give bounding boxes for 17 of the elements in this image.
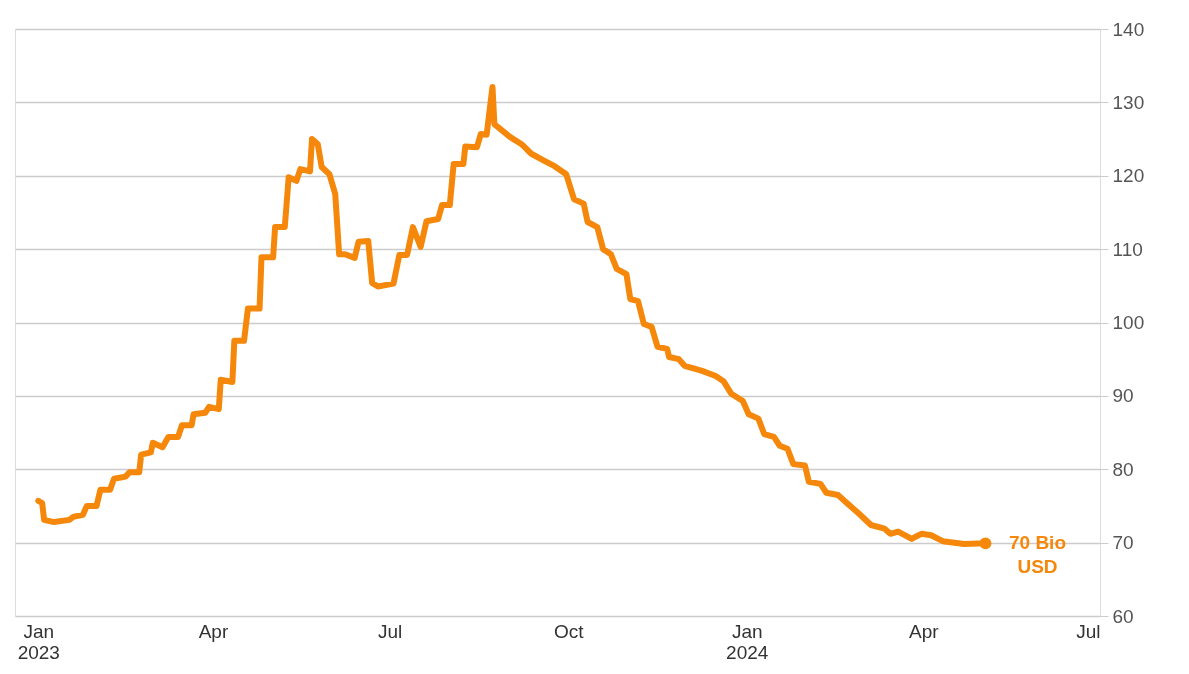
- x-tick-label: Jul: [377, 620, 403, 642]
- y-tick-label: 140: [1112, 18, 1145, 40]
- x-tick-label: Jul: [1076, 620, 1101, 642]
- x-tick-label: Apr: [198, 620, 229, 642]
- x-tick-label: Oct: [553, 620, 585, 642]
- y-tick-label: 130: [1112, 91, 1145, 113]
- y-tick-label: 110: [1112, 238, 1143, 260]
- x-tick-label: Apr: [909, 620, 940, 642]
- annotation: 70 Bio USD: [1008, 532, 1066, 578]
- y-tick-label: 100: [1112, 312, 1145, 333]
- y-tick-label: 70: [1112, 532, 1134, 554]
- x-tick-label: Jan 2024: [726, 620, 769, 663]
- y-tick-label: 90: [1112, 385, 1134, 407]
- y-tick-label: 60: [1112, 605, 1134, 627]
- y-tick-label: 80: [1112, 458, 1134, 480]
- y-tick-label: 120: [1112, 165, 1145, 187]
- x-tick-label: Jan 2023: [17, 620, 60, 663]
